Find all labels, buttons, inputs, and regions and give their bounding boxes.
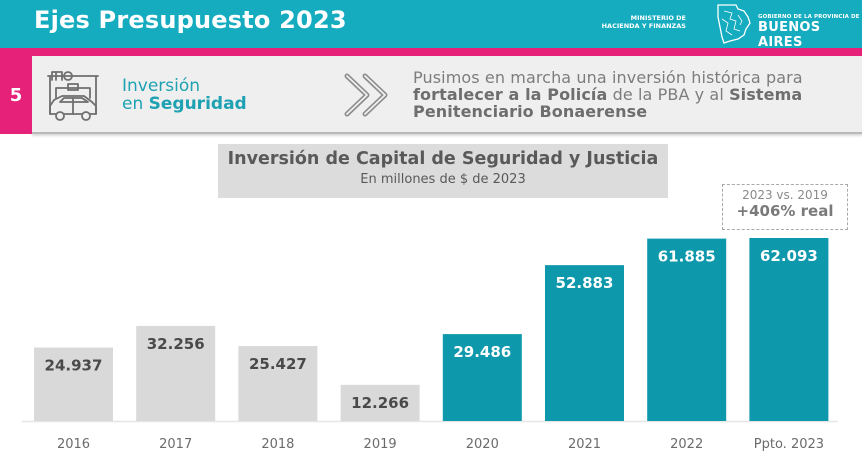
x-tick-label: 2018 — [261, 437, 294, 452]
ministry-line2: HACIENDA Y FINANZAS — [601, 22, 686, 30]
bar-2022 — [647, 238, 727, 421]
bar-value-label: 62.093 — [760, 247, 818, 265]
message-rest: de la PBA y al — [607, 85, 730, 104]
x-tick-label: 2021 — [568, 437, 601, 452]
bar-value-label: 24.937 — [45, 357, 103, 375]
double-chevron-icon — [344, 73, 388, 117]
ministry-line1: MINISTERIO DE — [630, 14, 686, 22]
bar-2017 — [136, 325, 216, 421]
bar-ppto-2023 — [749, 238, 829, 421]
bar-2016 — [34, 347, 113, 421]
ministry-label: MINISTERIO DE HACIENDA Y FINANZAS — [590, 14, 686, 30]
x-tick-label: Ppto. 2023 — [754, 437, 824, 452]
section-banner — [32, 56, 862, 134]
growth-note-period: 2023 vs. 2019 — [742, 188, 828, 202]
bar-2020 — [442, 334, 522, 421]
message-bold1: fortalecer a la Policía — [413, 85, 608, 104]
bar-value-label: 29.486 — [453, 343, 511, 361]
x-tick-label: 2016 — [57, 437, 90, 452]
section-title: Inversión en Seguridad — [122, 77, 247, 113]
bar-2021 — [545, 265, 624, 421]
growth-note-value: +406% real — [736, 202, 834, 220]
x-tick-label: 2020 — [466, 437, 499, 452]
page-title: Ejes Presupuesto 2023 — [34, 6, 347, 34]
section-title-bold: Seguridad — [148, 94, 247, 114]
header-bar: Ejes Presupuesto 2023 MINISTERIO DE HACI… — [0, 0, 862, 50]
accent-stripe — [0, 48, 862, 56]
message-line1: Pusimos en marcha una inversión históric… — [413, 68, 803, 87]
chart-title: Inversión de Capital de Seguridad y Just… — [227, 149, 659, 169]
bar-value-label: 25.427 — [249, 355, 307, 373]
x-tick-label: 2017 — [159, 437, 192, 452]
message-bold3: Penitenciario Bonaerense — [413, 102, 648, 121]
section-title-line1: Inversión — [122, 76, 201, 96]
x-tick-label: 2022 — [670, 437, 703, 452]
bar-value-label: 61.885 — [658, 248, 716, 266]
police-car-icon — [47, 71, 99, 121]
section-number: 5 — [0, 56, 32, 134]
section-title-prefix: en — [122, 94, 149, 114]
bar-value-label: 12.266 — [351, 394, 409, 412]
x-tick-label: 2019 — [364, 437, 397, 452]
bar-2018 — [238, 346, 318, 421]
message-bold2: Sistema — [729, 85, 803, 104]
growth-note: 2023 vs. 2019 +406% real — [722, 184, 848, 230]
gov-big-label: BUENOS AIRES — [758, 20, 821, 50]
province-map-icon — [717, 4, 751, 44]
chart-title-box: Inversión de Capital de Seguridad y Just… — [218, 144, 668, 198]
bar-value-label: 32.256 — [147, 335, 205, 353]
section-message: Pusimos en marcha una inversión históric… — [413, 69, 803, 120]
gov-small-label: GOBIERNO DE LA PROVINCIA DE — [758, 14, 860, 20]
bar-2019 — [340, 384, 420, 421]
bar-value-label: 52.883 — [556, 274, 614, 292]
chart-subtitle: En millones de $ de 2023 — [360, 172, 526, 187]
